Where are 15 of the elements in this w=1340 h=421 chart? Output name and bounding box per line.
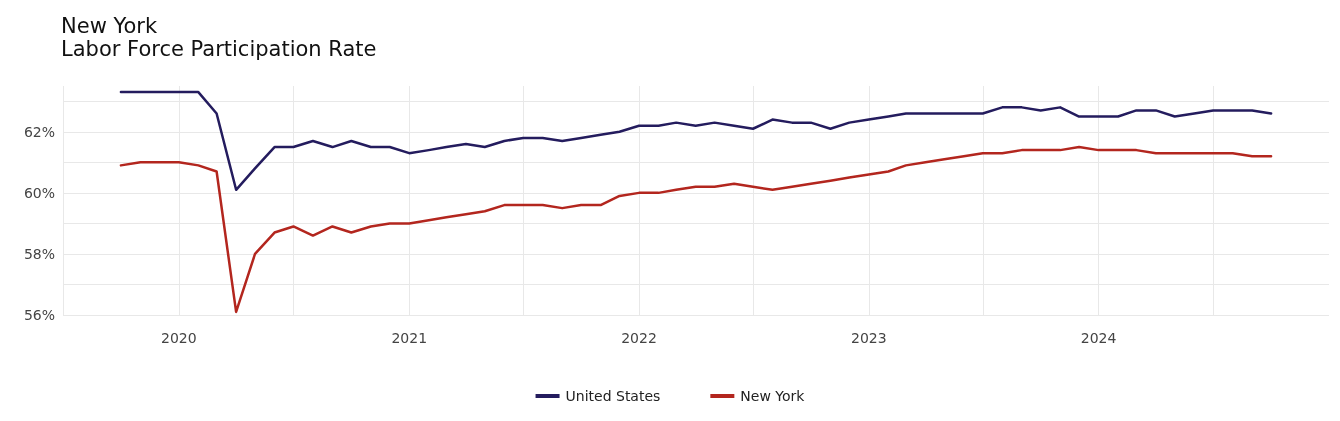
x-tick-label: 2022 (621, 330, 657, 346)
chart-title: New York (61, 13, 158, 38)
legend-label: New York (740, 388, 806, 404)
line-series (119, 90, 1273, 192)
legend-label: United States (565, 388, 661, 404)
x-tick-label: 2020 (161, 330, 197, 346)
y-tick-label: 60% (23, 184, 55, 201)
x-tick-label: 2023 (850, 330, 887, 346)
y-tick-label: 56% (23, 307, 55, 323)
y-tick-label: 62% (23, 123, 55, 140)
x-tick-label: 2021 (391, 330, 428, 346)
line-series (119, 145, 1273, 314)
x-tick-label: 2024 (1080, 330, 1117, 346)
y-tick-label: 58% (23, 245, 55, 262)
chart-subtitle: Labor Force Participation Rate (61, 36, 377, 61)
